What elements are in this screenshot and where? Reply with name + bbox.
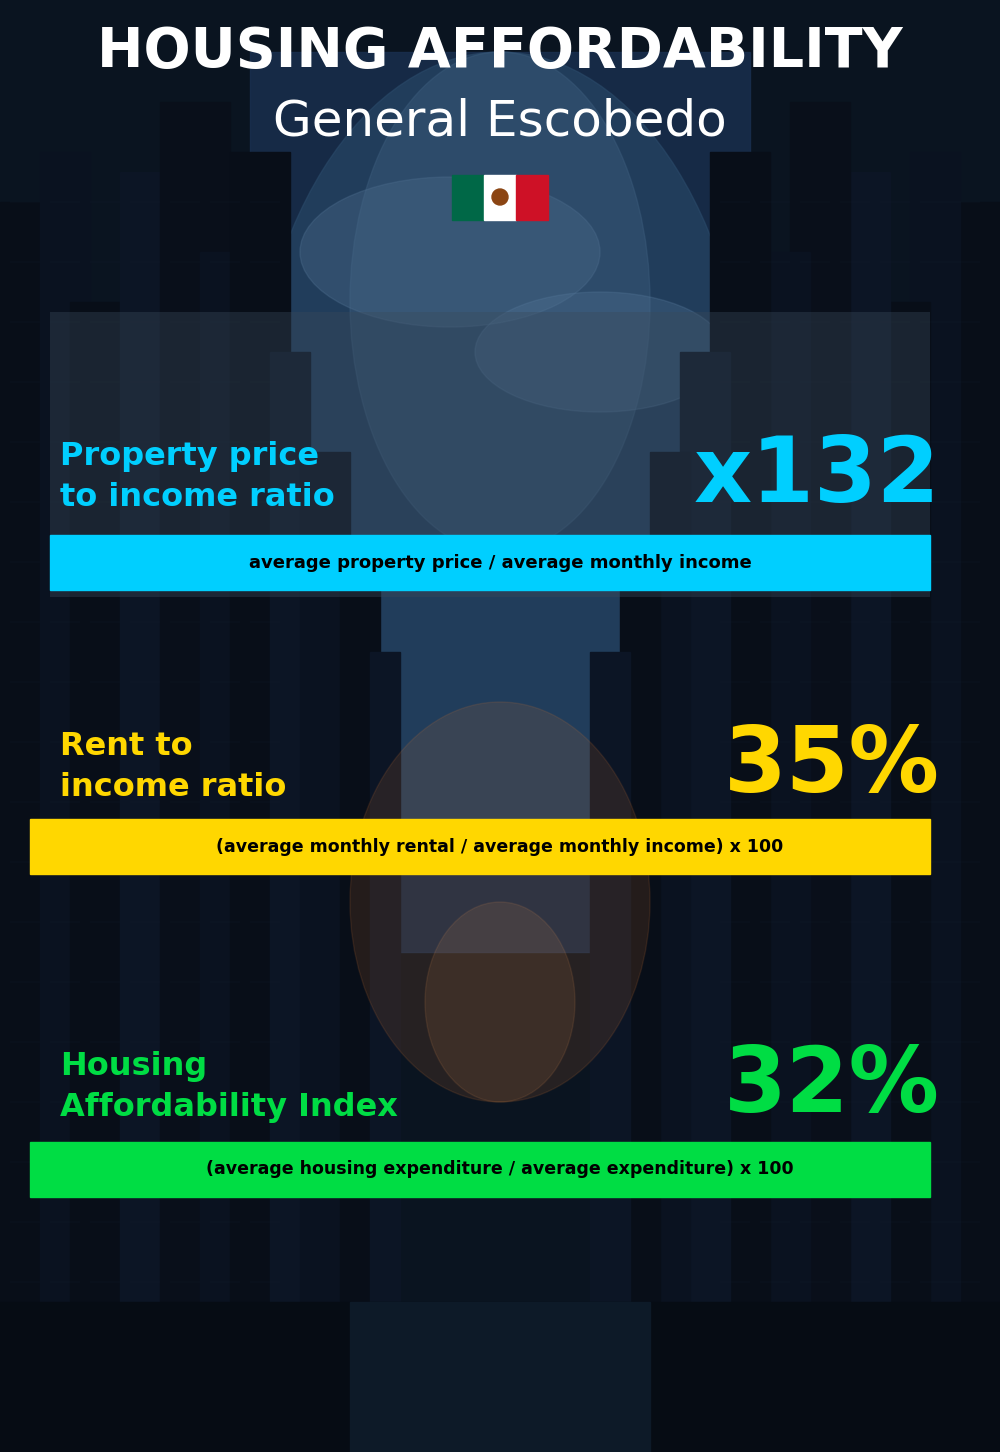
Bar bbox=[300, 452, 350, 1452]
Bar bbox=[750, 253, 810, 1452]
Text: (average monthly rental / average monthly income) x 100: (average monthly rental / average monthl… bbox=[216, 838, 784, 857]
Bar bbox=[30, 819, 930, 874]
Text: average property price / average monthly income: average property price / average monthly… bbox=[249, 553, 751, 572]
Bar bbox=[50, 534, 930, 590]
Bar bbox=[452, 174, 484, 219]
Text: 35%: 35% bbox=[724, 723, 940, 812]
Bar bbox=[620, 552, 660, 1452]
Text: General Escobedo: General Escobedo bbox=[273, 97, 727, 147]
Bar bbox=[484, 174, 516, 219]
Bar bbox=[230, 152, 290, 1452]
Bar bbox=[350, 1302, 650, 1452]
Text: HOUSING AFFORDABILITY: HOUSING AFFORDABILITY bbox=[97, 25, 903, 78]
Bar bbox=[516, 174, 548, 219]
Bar bbox=[120, 171, 180, 1452]
Text: x132: x132 bbox=[693, 433, 940, 521]
Ellipse shape bbox=[475, 292, 725, 412]
Bar bbox=[0, 202, 60, 1452]
Bar bbox=[370, 652, 400, 1452]
Bar bbox=[30, 1143, 930, 1196]
Bar bbox=[590, 652, 630, 1452]
Bar bbox=[710, 152, 770, 1452]
Bar bbox=[160, 102, 230, 1452]
Bar bbox=[270, 351, 310, 1452]
Text: Property price
to income ratio: Property price to income ratio bbox=[60, 441, 335, 513]
Text: Housing
Affordability Index: Housing Affordability Index bbox=[60, 1051, 398, 1122]
FancyBboxPatch shape bbox=[50, 312, 930, 597]
Bar bbox=[790, 102, 850, 1452]
Bar bbox=[830, 171, 890, 1452]
Ellipse shape bbox=[250, 52, 750, 852]
Ellipse shape bbox=[425, 902, 575, 1102]
Bar bbox=[200, 253, 250, 1452]
Bar bbox=[870, 302, 930, 1452]
Bar bbox=[0, 1302, 1000, 1452]
Bar bbox=[940, 202, 1000, 1452]
Bar bbox=[910, 152, 960, 1452]
Bar bbox=[40, 152, 90, 1452]
Text: (average housing expenditure / average expenditure) x 100: (average housing expenditure / average e… bbox=[206, 1160, 794, 1179]
Bar bbox=[650, 452, 690, 1452]
Text: 32%: 32% bbox=[724, 1043, 940, 1131]
Ellipse shape bbox=[350, 701, 650, 1102]
Ellipse shape bbox=[300, 177, 600, 327]
Bar bbox=[70, 302, 150, 1452]
Circle shape bbox=[492, 189, 508, 205]
Bar bbox=[340, 552, 380, 1452]
Text: Rent to
income ratio: Rent to income ratio bbox=[60, 732, 286, 803]
Bar bbox=[250, 52, 750, 953]
Bar bbox=[680, 351, 730, 1452]
Ellipse shape bbox=[350, 52, 650, 552]
